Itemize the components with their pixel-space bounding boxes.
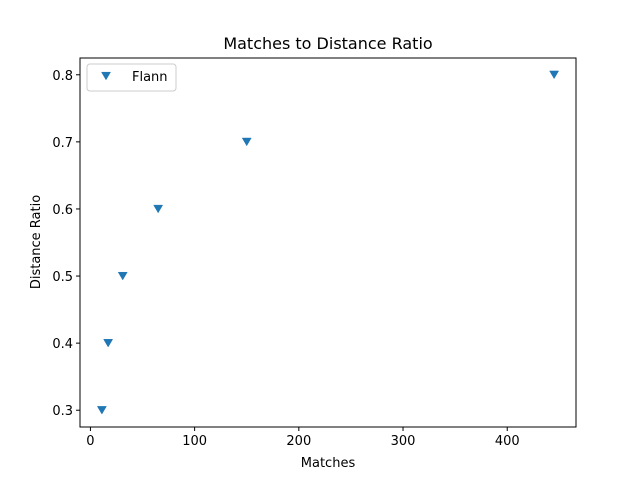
legend-label: Flann: [132, 70, 168, 85]
legend-box: [86, 63, 177, 92]
x-tick-label: 100: [182, 434, 207, 449]
y-tick-label: 0.6: [52, 203, 73, 218]
legend: Flann: [86, 63, 177, 92]
axes-frame: [79, 57, 577, 428]
y-tick-label: 0.5: [52, 270, 73, 285]
y-tick-label: 0.4: [52, 337, 73, 352]
data-point: [153, 204, 164, 214]
y-tick-label: 0.7: [52, 136, 73, 151]
data-point: [103, 339, 114, 348]
y-axis-label: Distance Ratio: [29, 195, 44, 289]
y-tick-label: 0.3: [52, 404, 73, 419]
x-axis-label: Matches: [301, 456, 356, 471]
x-tick-label: 200: [286, 434, 311, 449]
data-point: [241, 137, 252, 147]
data-point: [117, 271, 128, 281]
x-tick-label: 400: [495, 434, 520, 449]
x-tick-label: 0: [86, 434, 94, 449]
chart-title: Matches to Distance Ratio: [223, 34, 432, 53]
data-point: [549, 70, 560, 80]
y-tick-label: 0.8: [52, 69, 73, 84]
x-tick-label: 300: [391, 434, 416, 449]
plot-area: 0 100 200 300 400 0.3 0.4 0.5 0.6 0.7 0.8: [52, 57, 577, 449]
legend-marker: [101, 71, 111, 81]
data-point: [96, 406, 107, 415]
